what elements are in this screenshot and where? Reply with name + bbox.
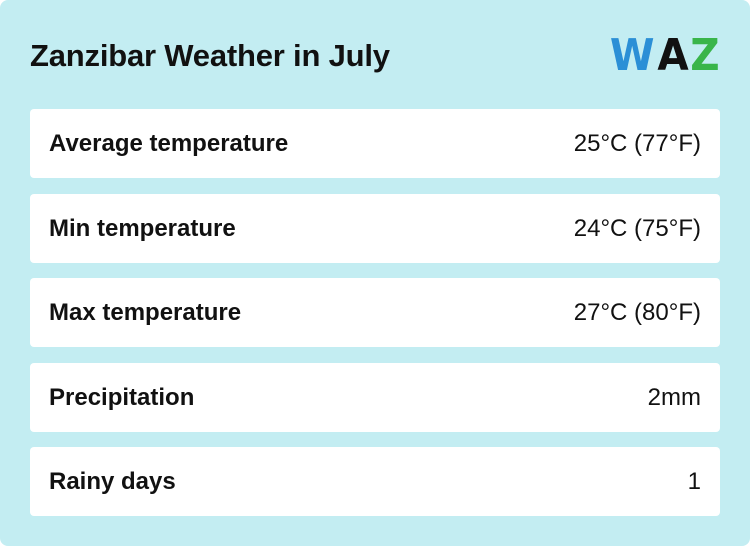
card-header: Zanzibar Weather in July W A Z xyxy=(30,28,720,84)
stat-row-min-temperature: Min temperature 24°C (75°F) xyxy=(30,193,720,263)
stat-row-precipitation: Precipitation 2mm xyxy=(30,362,720,432)
stat-value: 25°C (77°F) xyxy=(573,130,701,157)
stat-label: Max temperature xyxy=(49,299,242,326)
stat-label: Average temperature xyxy=(49,130,289,157)
stat-value: 1 xyxy=(687,468,701,495)
stat-row-average-temperature: Average temperature 25°C (77°F) xyxy=(30,109,720,178)
stat-label: Rainy days xyxy=(49,468,176,495)
stat-row-rainy-days: Rainy days 1 xyxy=(30,447,720,516)
weather-stats-list: Average temperature 25°C (77°F) Min temp… xyxy=(30,109,720,532)
logo-letter-z: Z xyxy=(690,30,719,81)
stat-value: 2mm xyxy=(647,383,701,411)
logo-letter-a: A xyxy=(657,30,688,81)
stat-label: Min temperature xyxy=(49,214,236,242)
stat-value: 24°C (75°F) xyxy=(573,214,701,242)
logo-letter-w: W xyxy=(610,30,655,81)
stat-row-max-temperature: Max temperature 27°C (80°F) xyxy=(30,278,720,347)
stat-label: Precipitation xyxy=(49,383,195,411)
stat-value: 27°C (80°F) xyxy=(573,299,701,326)
waz-logo[interactable]: W A Z xyxy=(608,34,720,78)
page-title: Zanzibar Weather in July xyxy=(30,38,390,73)
